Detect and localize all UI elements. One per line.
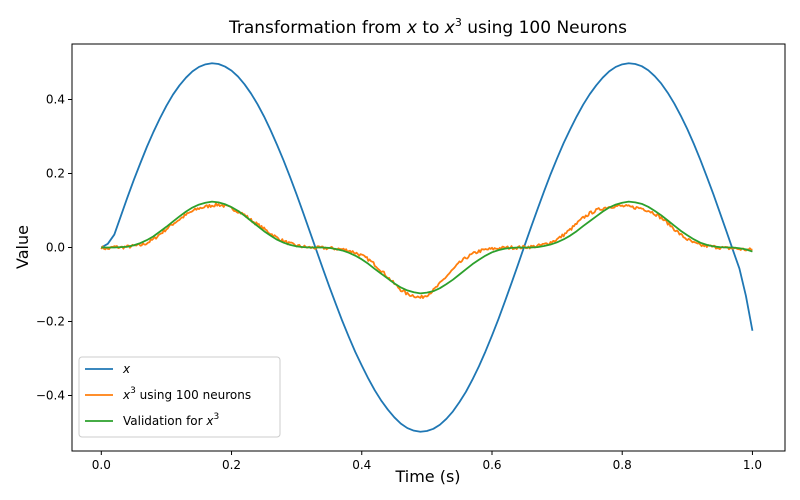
x-tick-label-3: 0.6 [482, 458, 501, 472]
x-axis-ticks: 0.0 0.2 0.4 0.6 0.8 1.0 [92, 451, 762, 472]
series-line-2 [101, 200, 753, 295]
x-tick-label-2: 0.4 [352, 458, 371, 472]
plot-lines [100, 62, 754, 433]
y-tick-label-2: 0.0 [46, 241, 65, 255]
series-line-0 [100, 62, 754, 433]
legend: x x3 using 100 neurons Validation for x3 [78, 356, 281, 438]
y-axis-ticks: −0.4 −0.2 0.0 0.2 0.4 [36, 93, 72, 403]
y-tick-label-3: 0.2 [46, 167, 65, 181]
legend-label-x: x [122, 362, 131, 376]
y-tick-label-1: −0.2 [36, 315, 65, 329]
x-axis-title: Time (s) [394, 467, 460, 486]
y-tick-label-4: 0.4 [46, 93, 65, 107]
y-axis-title: Value [13, 225, 32, 269]
series-line-1 [100, 202, 753, 299]
chart-title: Transformation from x to x3 using 100 Ne… [228, 16, 627, 38]
x-tick-label-0: 0.0 [92, 458, 111, 472]
legend-label-neurons: x3 using 100 neurons [122, 386, 251, 402]
y-tick-label-0: −0.4 [36, 389, 65, 403]
legend-box [78, 356, 281, 438]
x-tick-label-5: 1.0 [743, 458, 762, 472]
legend-label-validation: Validation for x3 [123, 412, 219, 428]
x-tick-label-4: 0.8 [613, 458, 632, 472]
x-tick-label-1: 0.2 [222, 458, 241, 472]
